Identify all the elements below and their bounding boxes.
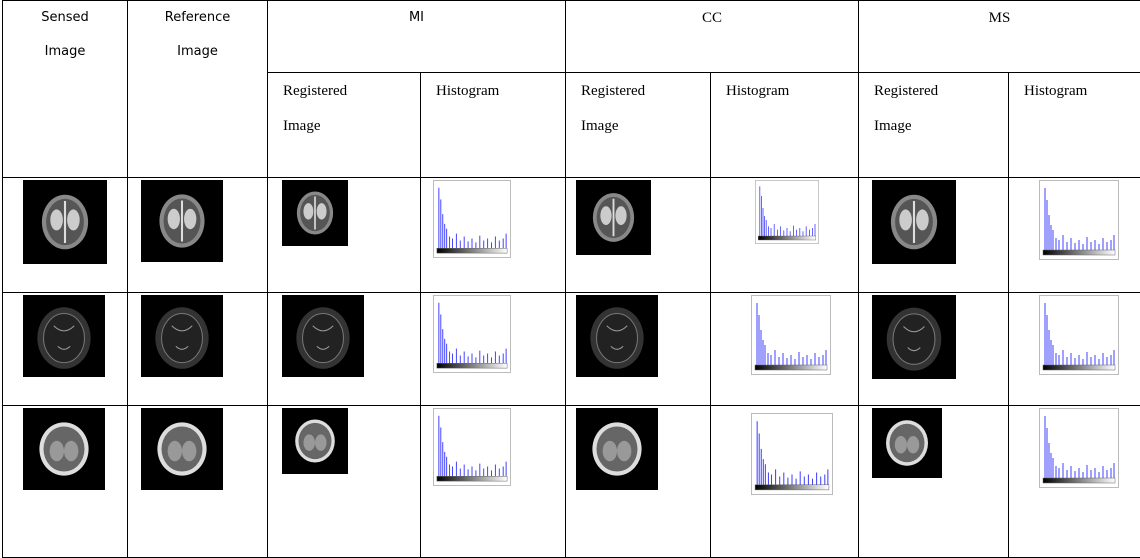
image-cell: [1009, 406, 1140, 558]
sensed-image: [23, 408, 105, 490]
image-cell: [1009, 293, 1140, 406]
registered-image: [872, 295, 956, 379]
results-table: Sensed Image Reference Image MI CC MS Re…: [2, 0, 1140, 558]
image-cell: [3, 178, 128, 293]
image-cell: [421, 293, 566, 406]
image-cell: [859, 293, 1009, 406]
reference-image: [141, 408, 223, 490]
reference-image: [141, 180, 223, 262]
header-cell: Sensed Image: [3, 1, 128, 178]
histogram-image: [751, 180, 823, 244]
image-cell: [268, 178, 421, 293]
group-header: MI: [268, 1, 566, 73]
image-cell: [128, 178, 268, 293]
sub-header-text: Registered Image: [581, 74, 671, 144]
reference-image: [141, 295, 223, 377]
histogram-image: [1039, 180, 1119, 260]
image-cell: [268, 406, 421, 558]
group-header: MS: [859, 1, 1140, 73]
image-cell: [3, 293, 128, 406]
sub-header-text: Registered Image: [283, 74, 373, 144]
image-cell: [859, 406, 1009, 558]
sensed-image: [23, 295, 105, 377]
registered-image: [576, 295, 658, 377]
registered-image: [872, 180, 956, 264]
group-header: CC: [566, 1, 859, 73]
registered-image: [576, 408, 658, 490]
histogram-image: [433, 180, 511, 258]
image-cell: [128, 293, 268, 406]
image-cell: [566, 178, 711, 293]
image-cell: [421, 406, 566, 558]
image-cell: [859, 178, 1009, 293]
sub-header-text: Registered Image: [874, 74, 964, 144]
registered-image: [576, 180, 651, 255]
histogram-image: [751, 408, 833, 500]
sub-header: Registered Image: [268, 73, 421, 178]
histogram-image: [751, 295, 831, 375]
image-cell: [711, 293, 859, 406]
histogram-image: [433, 408, 511, 486]
sensed-image: [23, 180, 107, 264]
image-cell: [711, 178, 859, 293]
header-text: Sensed Image: [35, 1, 95, 69]
histogram-image: [433, 295, 511, 373]
registered-image: [872, 408, 942, 478]
sub-header: Registered Image: [566, 73, 711, 178]
image-cell: [566, 293, 711, 406]
image-cell: [128, 406, 268, 558]
image-cell: [1009, 178, 1140, 293]
image-cell: [3, 406, 128, 558]
header-text: Reference Image: [158, 1, 238, 69]
sub-header: Histogram: [711, 73, 859, 178]
histogram-image: [1039, 295, 1119, 375]
page: Sensed Image Reference Image MI CC MS Re…: [0, 0, 1140, 558]
image-cell: [421, 178, 566, 293]
header-cell: Reference Image: [128, 1, 268, 178]
sub-header: Registered Image: [859, 73, 1009, 178]
registered-image: [282, 408, 348, 474]
image-cell: [268, 293, 421, 406]
image-cell: [566, 406, 711, 558]
registered-image: [282, 180, 348, 246]
sub-header: Histogram: [1009, 73, 1140, 178]
sub-header: Histogram: [421, 73, 566, 178]
histogram-image: [1039, 408, 1119, 488]
registered-image: [282, 295, 364, 377]
image-cell: [711, 406, 859, 558]
